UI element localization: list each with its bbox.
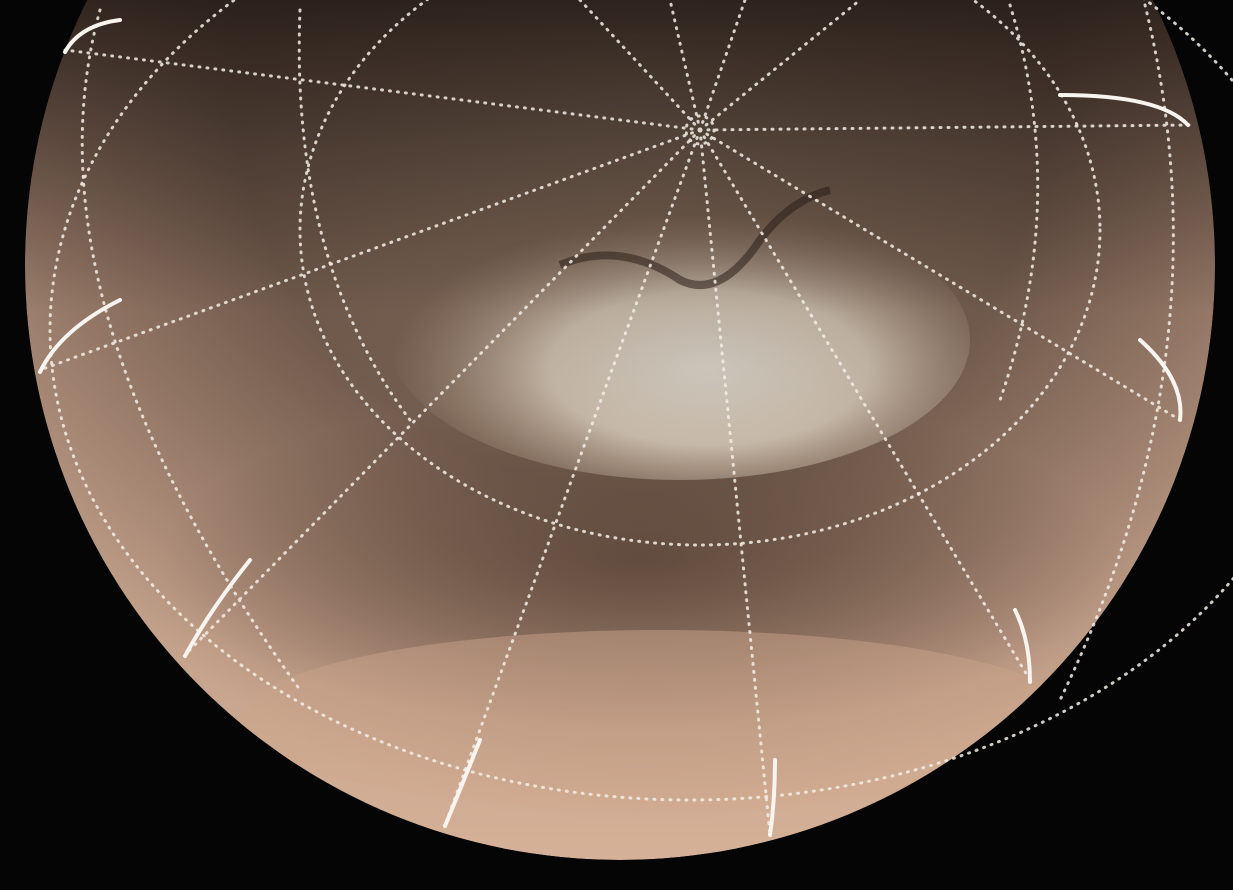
grid-overlay	[38, 0, 1233, 837]
